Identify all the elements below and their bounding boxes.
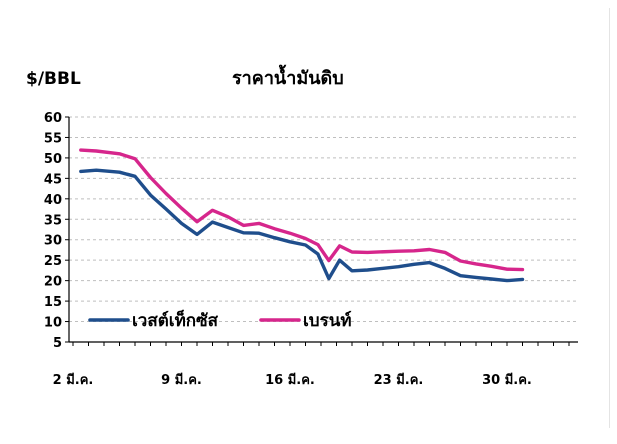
gridlines <box>69 117 578 322</box>
y-tick-label: 45 <box>44 172 62 187</box>
y-tick-label: 55 <box>44 131 62 146</box>
x-tick-label: 23 มี.ค. <box>374 372 424 388</box>
y-tick-label: 10 <box>44 316 62 331</box>
y-tick-label: 5 <box>53 336 62 351</box>
legend-label: เวสต์เท็กซัส <box>132 308 219 331</box>
series-line-brent <box>81 150 523 270</box>
chart-title: ราคาน้ำมันดิบ <box>232 64 344 89</box>
y-tick-label: 20 <box>44 275 62 290</box>
legend-label: เบรนท์ <box>303 310 352 331</box>
series-line-wti <box>81 170 523 280</box>
y-tick-labels: 60 55 50 45 40 35 30 25 20 15 10 5 <box>44 111 62 351</box>
panel-divider <box>609 8 610 428</box>
y-tick-label: 35 <box>44 213 62 228</box>
y-axis-unit-label: $/BBL <box>26 69 81 89</box>
y-tick-label: 30 <box>44 234 62 249</box>
y-tick-label: 25 <box>44 254 62 269</box>
y-tick-label: 50 <box>44 152 62 167</box>
y-tick-label: 40 <box>44 193 62 208</box>
y-tick-label: 60 <box>44 111 62 126</box>
legend: เวสต์เท็กซัส เบรนท์ <box>90 308 352 331</box>
y-tick-label: 15 <box>44 295 62 310</box>
x-tick-label: 30 มี.ค. <box>482 372 532 388</box>
x-tick-label: 16 มี.ค. <box>265 372 315 388</box>
x-tick-labels: 2 มี.ค. 9 มี.ค. 16 มี.ค. 23 มี.ค. 30 มี.ค. <box>53 372 532 388</box>
series-lines <box>81 150 523 281</box>
x-tick-label: 2 มี.ค. <box>53 372 94 388</box>
x-tick-label: 9 มี.ค. <box>161 372 202 388</box>
